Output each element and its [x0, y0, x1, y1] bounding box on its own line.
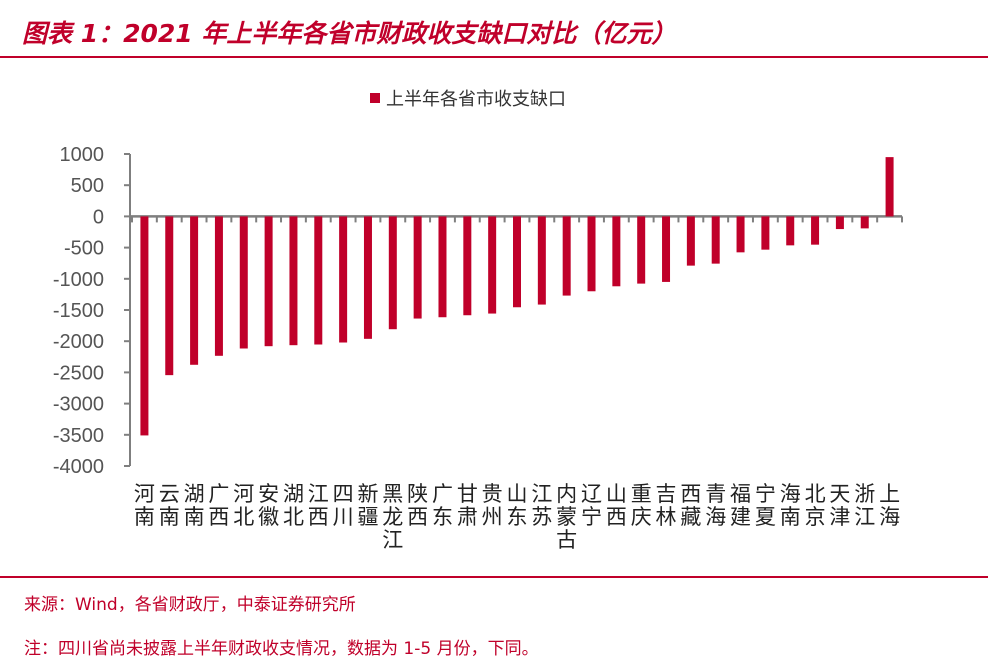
x-tick-label: 北京	[805, 482, 826, 529]
x-tick-label: 浙江	[854, 482, 875, 529]
x-tick-label: 河南	[134, 482, 155, 529]
bar-宁夏	[761, 216, 770, 250]
x-tick-label: 黑龙江	[382, 482, 403, 552]
x-tick-label: 甘肃	[457, 482, 478, 529]
bar-山西	[612, 216, 621, 287]
bar-浙江	[860, 216, 869, 229]
x-tick-label: 湖北	[283, 482, 304, 529]
bar-内蒙古	[562, 216, 571, 296]
bar-江西	[314, 216, 323, 345]
x-tick-label: 云南	[159, 482, 180, 529]
x-tick-label: 福建	[730, 482, 751, 529]
x-tick-label: 广东	[432, 482, 453, 529]
source-text: 来源：Wind，各省财政厅，中泰证券研究所	[24, 595, 356, 615]
bar-吉林	[662, 216, 671, 282]
bar-黑龙江	[388, 216, 397, 330]
bar-湖南	[190, 216, 199, 365]
bar-chart: 上半年各省市收支缺口 1000 500 0 -500 -1000 -1500 -2000 -25…	[53, 89, 903, 552]
y-tick-label: -1500	[53, 300, 104, 322]
y-tick-label: -4000	[53, 456, 104, 478]
bar-甘肃	[463, 216, 472, 316]
x-tick-label: 青海	[705, 482, 726, 529]
x-tick-label: 山西	[606, 482, 627, 529]
bar-贵州	[488, 216, 497, 314]
x-tick-label: 广西	[208, 482, 229, 529]
bar-广西	[214, 216, 223, 356]
legend-label: 上半年各省市收支缺口	[386, 89, 566, 110]
y-tick-label: -3000	[53, 394, 104, 416]
bar-广东	[438, 216, 447, 318]
y-tick-label: -1000	[53, 269, 104, 291]
x-tick-label: 重庆	[631, 482, 652, 529]
x-tick-label: 辽宁	[581, 482, 602, 529]
figure-title: 图表 1：2021 年上半年各省市财政收支缺口对比（亿元）	[22, 19, 677, 48]
bar-江苏	[537, 216, 546, 305]
bar-云南	[165, 216, 174, 376]
x-tick-label: 西藏	[680, 482, 701, 529]
bar-海南	[786, 216, 795, 246]
y-tick-label: 0	[93, 206, 104, 228]
bar-河南	[140, 216, 149, 436]
x-tick-label: 四川	[333, 482, 354, 529]
title-divider	[0, 56, 988, 58]
bar-湖北	[289, 216, 298, 346]
x-tick-label: 安徽	[258, 482, 279, 529]
footer-divider	[0, 576, 988, 578]
x-tick-label: 河北	[233, 482, 254, 529]
bar-西藏	[686, 216, 695, 266]
x-tick-label: 江苏	[531, 482, 552, 529]
x-tick-label: 新疆	[357, 482, 378, 529]
bar-上海	[885, 157, 894, 217]
bar-山东	[513, 216, 521, 308]
x-tick-label: 宁夏	[755, 482, 776, 529]
bar-重庆	[637, 216, 646, 284]
x-tick-label: 陕西	[407, 482, 428, 529]
bar-安徽	[264, 216, 273, 347]
x-tick-label: 海南	[780, 482, 801, 529]
x-tick-label: 贵州	[482, 482, 503, 529]
x-tick-label: 上海	[879, 482, 900, 529]
x-tick-label: 江西	[308, 482, 329, 529]
x-tick-label: 吉林	[656, 482, 677, 529]
bar-北京	[811, 216, 820, 245]
bar-青海	[711, 216, 720, 264]
x-tick-label: 湖南	[184, 482, 205, 529]
x-tick-label: 内蒙古	[556, 482, 577, 552]
y-tick-label: 1000	[60, 144, 105, 166]
bar-福建	[736, 216, 745, 253]
legend-swatch	[370, 93, 380, 103]
y-tick-label: -500	[64, 238, 104, 260]
y-tick-label: 500	[71, 175, 104, 197]
note-text: 注：四川省尚未披露上半年财政收支情况，数据为 1-5 月份，下同。	[24, 639, 539, 659]
bar-河北	[239, 216, 248, 349]
x-tick-label: 山东	[507, 482, 528, 529]
y-tick-label: -3500	[53, 425, 104, 447]
bar-辽宁	[587, 216, 596, 292]
bar-新疆	[363, 216, 372, 339]
y-tick-label: -2000	[53, 331, 104, 353]
bar-四川	[339, 216, 348, 343]
x-tick-label: 天津	[829, 482, 850, 529]
y-tick-label: -2500	[53, 362, 104, 384]
bar-天津	[835, 216, 844, 230]
bar-陕西	[413, 216, 422, 319]
